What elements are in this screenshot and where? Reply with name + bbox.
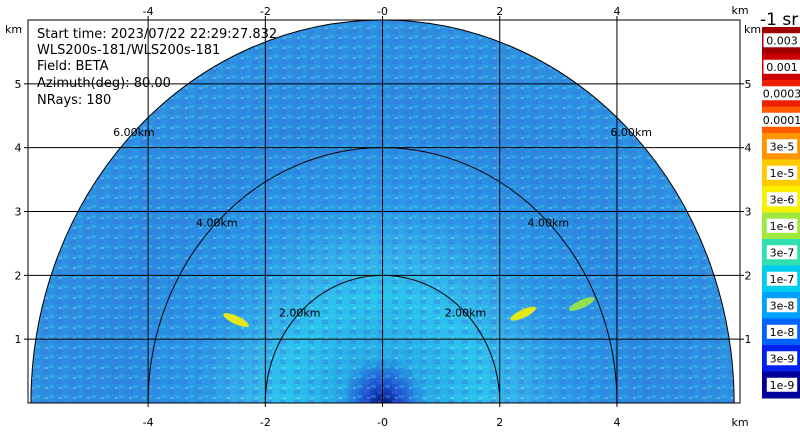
y-tick-label-right: 4 xyxy=(745,142,752,155)
colorbar-label: 1e-5 xyxy=(770,167,795,180)
y-tick-label-right: 3 xyxy=(745,206,752,219)
range-ring-label: 2.00km xyxy=(279,307,321,320)
colorbar-title: -1 sr xyxy=(760,10,799,30)
colorbar-label: 3e-7 xyxy=(770,246,795,259)
range-ring xyxy=(147,147,618,404)
colorbar-label-bg xyxy=(760,112,800,127)
y-tick-label-right: 1 xyxy=(745,333,752,346)
colorbar-label-bg xyxy=(766,192,798,207)
aerosol-feature xyxy=(223,313,249,327)
y-tick-label-left: 2 xyxy=(15,269,22,282)
azimuth-label: Azimuth(deg): 80.00 xyxy=(37,76,171,91)
aerosol-features xyxy=(223,297,595,327)
colorbar-label-bg xyxy=(766,139,798,154)
x-tick-label-bottom: -0 xyxy=(377,416,388,429)
instrument-label: WLS200s-181/WLS200s-181 xyxy=(37,43,221,58)
x-tick-label-top: 2 xyxy=(496,5,503,18)
y-tick-label-left: 3 xyxy=(15,206,22,219)
y-unit-label-right: km xyxy=(744,23,761,36)
colorbar-label-bg xyxy=(766,165,798,180)
x-tick-label-bottom: -2 xyxy=(260,416,271,429)
x-unit-label-bottom: km xyxy=(731,416,748,429)
y-tick-label-right: 5 xyxy=(745,78,752,91)
x-tick-label-top: -4 xyxy=(143,5,154,18)
colorbar-label-bg xyxy=(766,271,798,286)
x-tick-label-top: -0 xyxy=(377,5,388,18)
colorbar-label: 0.0003 xyxy=(763,87,800,100)
x-unit-label-top: km xyxy=(731,4,748,17)
range-ring xyxy=(264,274,501,404)
colorbar-label-bg xyxy=(760,86,800,101)
colorbar-label: 0.001 xyxy=(766,61,798,74)
y-tick-label-left: 4 xyxy=(15,142,22,155)
colorbar-label-bg xyxy=(766,377,798,392)
colorbar-label-bg xyxy=(766,351,798,366)
range-ring-label: 4.00km xyxy=(196,216,238,229)
colorbar-label-bg xyxy=(763,33,800,48)
x-tick-label-bottom: 2 xyxy=(496,416,503,429)
x-tick-label-top: -2 xyxy=(260,5,271,18)
colorbar-label-bg xyxy=(763,59,800,74)
y-unit-label-left: km xyxy=(5,23,22,36)
x-tick-label-top: 4 xyxy=(613,5,620,18)
aerosol-feature xyxy=(510,306,536,321)
y-tick-label-left: 5 xyxy=(15,78,22,91)
colorbar-label-bg xyxy=(766,245,798,260)
colorbar-label: 3e-8 xyxy=(770,299,795,312)
axis-ticks: -4 -4 -2 -2 -0 -0 2 2 4 4 km km km km 1 1 2 2 3 3 4 4 5 5 xyxy=(5,4,761,429)
range-ring-labels: 2.00km 2.00km 4.00km 4.00km 6.00km 6.00km xyxy=(113,126,652,320)
nrays-label: NRays: 180 xyxy=(37,93,112,108)
y-tick-label-right: 2 xyxy=(745,269,752,282)
colorbar: 0.003 0.001 0.0003 0.0001 3e-5 1e-5 3e-6 1e-6 3e… xyxy=(760,27,800,399)
colorbar-label-bg xyxy=(766,298,798,313)
colorbar-label-bg xyxy=(766,324,798,339)
colorbar-label: 1e-7 xyxy=(770,273,795,286)
colorbar-label: 3e-5 xyxy=(770,140,795,153)
field-label: Field: BETA xyxy=(37,59,109,74)
range-ring-label: 2.00km xyxy=(445,307,487,320)
x-tick-label-bottom: -4 xyxy=(143,416,154,429)
colorbar-label: 3e-9 xyxy=(770,352,795,365)
colorbar-label: 0.0001 xyxy=(763,114,800,127)
x-tick-label-bottom: 4 xyxy=(613,416,620,429)
start-time-label: Start time: 2023/07/22 22:29:27.832 xyxy=(37,27,278,42)
colorbar-label-bg xyxy=(766,218,798,233)
range-ring-label: 6.00km xyxy=(113,126,155,139)
y-tick-label-left: 1 xyxy=(15,333,22,346)
colorbar-label: 1e-9 xyxy=(770,379,795,392)
colorbar-label: 1e-8 xyxy=(770,326,795,339)
colorbar-label: 0.003 xyxy=(766,34,798,47)
range-ring-label: 4.00km xyxy=(527,216,569,229)
range-ring-label: 6.00km xyxy=(610,126,652,139)
aerosol-feature xyxy=(568,297,595,311)
colorbar-label: 1e-6 xyxy=(770,220,795,233)
colorbar-label: 3e-6 xyxy=(770,193,795,206)
